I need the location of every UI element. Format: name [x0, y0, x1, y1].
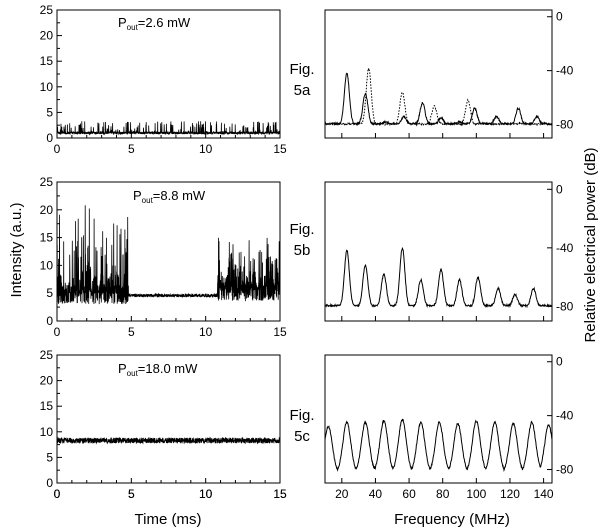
x-tick-label: 5: [128, 487, 135, 501]
fig-label-5a-line1: Fig.: [289, 61, 314, 78]
power-annotation: Pout=2.6 mW: [118, 15, 191, 32]
y-tick-label: 10: [40, 258, 54, 272]
annotation-value: =8.8 mW: [153, 188, 206, 203]
x-tick-label: 15: [273, 487, 287, 501]
y-tick-label: 25: [40, 3, 54, 17]
y-tick-label: 0: [46, 131, 53, 145]
x-tick-label: 10: [199, 142, 213, 156]
y-tick-label: -40: [556, 409, 574, 423]
x-tick-label: 0: [54, 487, 61, 501]
y-tick-label: 20: [40, 374, 54, 388]
x-tick-label: 15: [273, 325, 287, 339]
intensity-trace: [57, 121, 280, 136]
y-tick-label: -40: [556, 64, 574, 78]
y-tick-label: 20: [40, 203, 54, 217]
x-tick-label: 100: [466, 487, 486, 501]
power-annotation: Pout=18.0 mW: [118, 361, 198, 378]
intensity-trace: [57, 436, 280, 445]
x-tick-label: 40: [369, 487, 383, 501]
y-tick-label: 0: [556, 10, 563, 24]
y-tick-label: 5: [46, 450, 53, 464]
panel-5c-spectrum: 0 -40 -80 20 40 60 80 100 120 140: [324, 354, 574, 501]
y-tick-label: 10: [40, 425, 54, 439]
y-tick-label: 15: [40, 54, 54, 68]
x-tick-label: 0: [54, 142, 61, 156]
y-tick-label: 0: [46, 314, 53, 328]
fig-label-5b-line1: Fig.: [289, 221, 314, 238]
power-annotation: Pout=8.8 mW: [133, 188, 206, 205]
x-tick-label: 0: [54, 487, 61, 501]
x-tick-label: 10: [199, 325, 213, 339]
y-tick-label: 0: [556, 182, 563, 196]
x-tick-label: 140: [534, 487, 554, 501]
annotation-symbol: P: [133, 188, 142, 203]
x-tick-label: 15: [273, 487, 287, 501]
x-tick-label: 10: [199, 487, 213, 501]
x-tick-label: 0: [54, 325, 61, 339]
spectrum-trace-dotted: [325, 66, 552, 127]
spectrum-trace-solid: [325, 246, 552, 309]
x-tick-label: 5: [128, 142, 135, 156]
fig-label-5b-line2: 5b: [294, 242, 311, 259]
x-tick-label: 120: [500, 487, 520, 501]
y-tick-label: 15: [40, 231, 54, 245]
x-tick-label: 10: [199, 487, 213, 501]
annotation-subscript: out: [127, 369, 139, 378]
fig-label-5b: Fig. 5b: [289, 221, 314, 259]
panel-5a-spectrum: 0 -40 -80: [324, 9, 574, 139]
plot-frame: [324, 354, 553, 484]
annotation-value: =2.6 mW: [138, 15, 191, 30]
y-tick-label: 5: [46, 105, 53, 119]
y-tick-label: -40: [556, 241, 574, 255]
spectrum-trace-solid: [325, 72, 552, 127]
panel-5c-time: 0 5 10 15 20 25 0 5 10 15 Pout=18.0 mW: [40, 348, 287, 501]
annotation-symbol: P: [118, 15, 127, 30]
xlabel-time: Time (ms): [135, 511, 202, 528]
panel-5b-time: 0 5 10 15 20 25 0 5 10 15 Pout=8.8 mW: [40, 175, 287, 339]
y-tick-label: -80: [556, 118, 574, 132]
annotation-subscript: out: [127, 23, 139, 32]
panel-5b-spectrum: 0 -40 -80: [324, 181, 574, 322]
y-tick-label: 5: [46, 286, 53, 300]
y-tick-label: -80: [556, 299, 574, 313]
x-tick-label: 5: [128, 487, 135, 501]
x-tick-label: 20: [335, 487, 349, 501]
fig-label-5c-line1: Fig.: [289, 407, 314, 424]
plot-frame: [324, 9, 553, 139]
y-tick-label: 0: [46, 476, 53, 490]
fig-label-5a: Fig. 5a: [289, 61, 314, 99]
annotation-value: =18.0 mW: [138, 361, 198, 376]
annotation-symbol: P: [118, 361, 127, 376]
panel-5a-time: 0 5 10 15 20 25 0 5 10 15 Pout=2.6 mW: [40, 3, 287, 156]
y-tick-label: 20: [40, 29, 54, 43]
xlabel-frequency: Frequency (MHz): [394, 511, 510, 528]
x-tick-label: 60: [402, 487, 416, 501]
fig-label-5a-line2: 5a: [294, 82, 311, 99]
intensity-trace: [57, 205, 280, 305]
fig-label-5c-line2: 5c: [294, 428, 310, 445]
spectrum-trace-solid: [325, 418, 552, 473]
x-tick-label: 15: [273, 142, 287, 156]
ylabel-right: Relative electrical power (dB): [582, 147, 599, 342]
y-tick-label: 0: [556, 355, 563, 369]
y-tick-label: 10: [40, 80, 54, 94]
ylabel-left: Intensity (a.u.): [8, 202, 25, 297]
annotation-subscript: out: [142, 196, 154, 205]
x-tick-label: 5: [128, 325, 135, 339]
x-tick-label: 80: [436, 487, 450, 501]
y-tick-label: -80: [556, 463, 574, 477]
y-tick-label: 15: [40, 399, 54, 413]
y-tick-label: 25: [40, 348, 54, 362]
y-tick-label: 25: [40, 175, 54, 189]
plot-frame: [324, 181, 553, 322]
fig-label-5c: Fig. 5c: [289, 407, 314, 445]
